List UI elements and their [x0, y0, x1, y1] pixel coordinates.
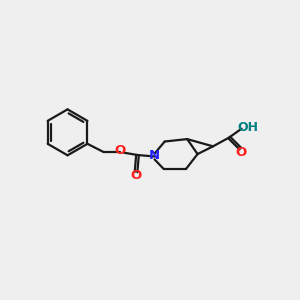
Text: N: N: [149, 149, 160, 162]
Text: O: O: [115, 144, 126, 158]
Text: O: O: [236, 146, 247, 159]
Text: OH: OH: [238, 121, 259, 134]
Text: O: O: [130, 169, 142, 182]
